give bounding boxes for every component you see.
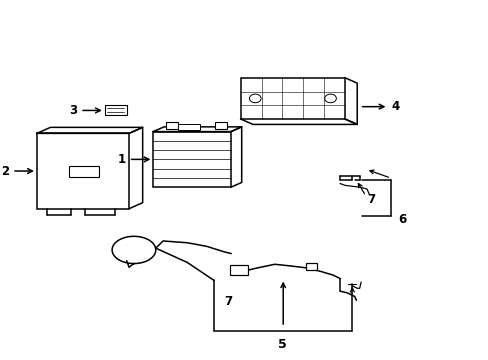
Bar xyxy=(305,263,316,270)
Text: 4: 4 xyxy=(362,100,399,113)
Bar xyxy=(37,134,129,209)
Text: 7: 7 xyxy=(366,193,374,206)
Bar xyxy=(229,265,248,275)
Bar xyxy=(178,124,200,130)
Bar xyxy=(214,122,226,129)
Bar xyxy=(104,105,126,116)
Text: 3: 3 xyxy=(69,104,100,117)
Text: 2: 2 xyxy=(1,165,32,177)
Bar xyxy=(240,78,345,119)
Text: 5: 5 xyxy=(277,338,286,351)
Text: 1: 1 xyxy=(118,153,148,166)
Bar xyxy=(69,166,99,177)
Bar xyxy=(165,122,178,129)
Text: 6: 6 xyxy=(398,213,406,226)
Bar xyxy=(153,132,230,187)
Text: 7: 7 xyxy=(224,296,232,309)
